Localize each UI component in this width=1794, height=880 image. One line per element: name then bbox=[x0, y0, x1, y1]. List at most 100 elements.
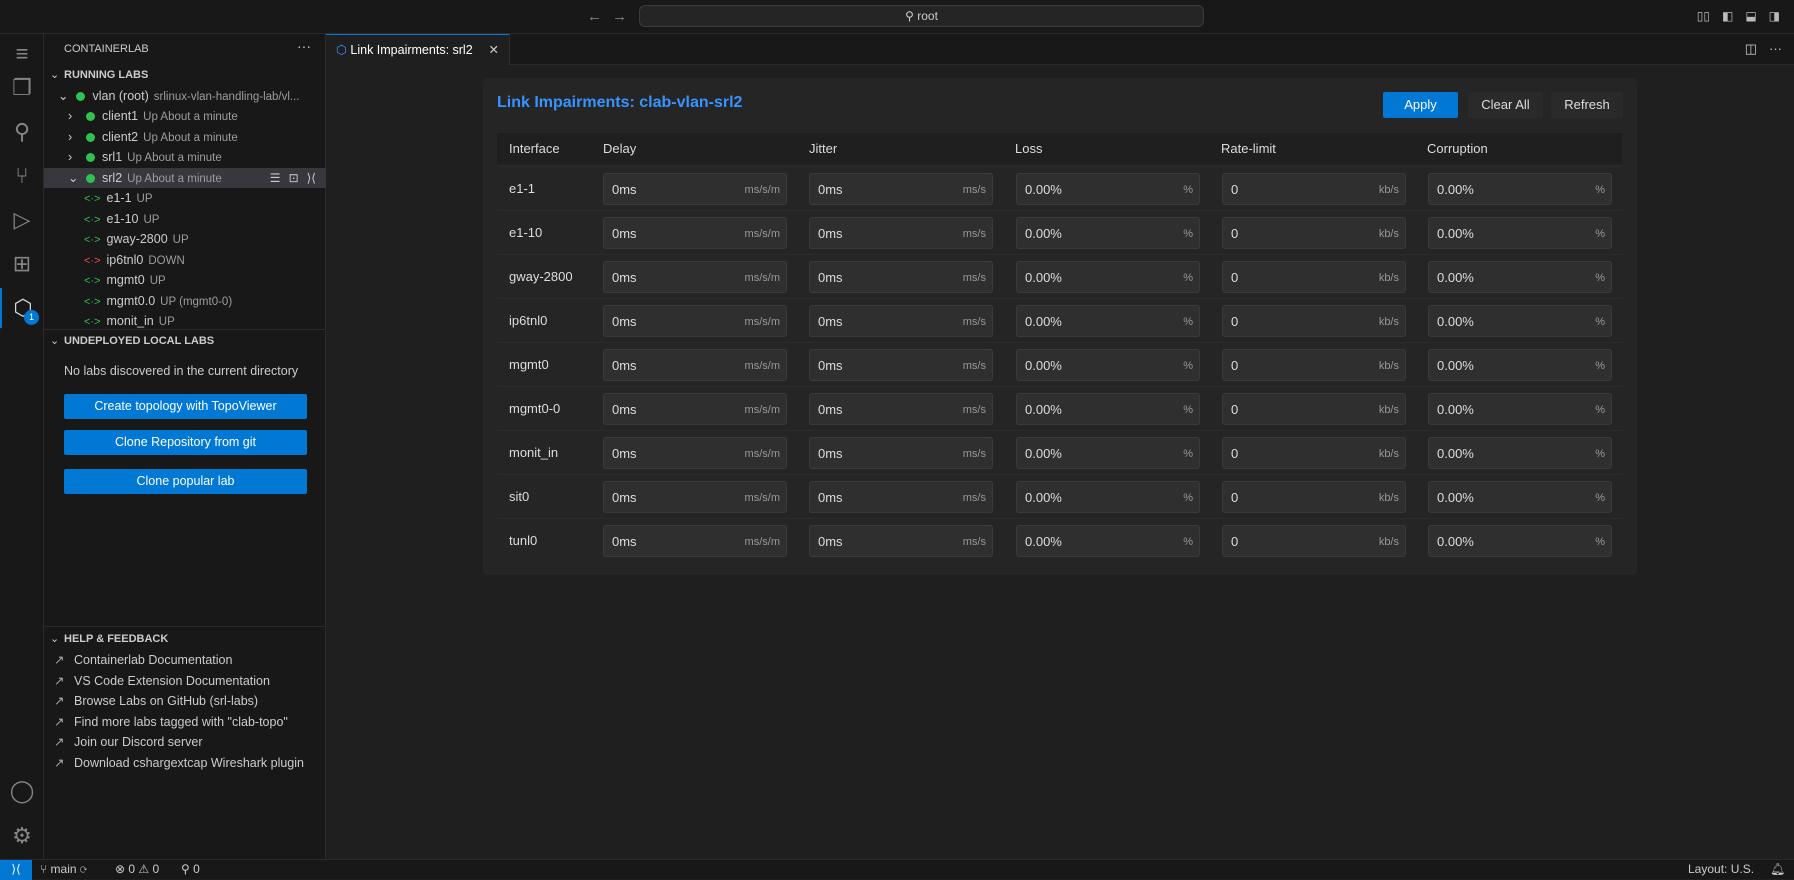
loss-input[interactable]: 0.00%% bbox=[1016, 173, 1200, 205]
customize-layout-icon[interactable]: ▯▯ bbox=[1696, 9, 1710, 23]
tab-link-impairments[interactable]: ⬡ Link Impairments: srl2 ✕ bbox=[326, 34, 510, 65]
branch-indicator[interactable]: ⑂ main ⟳ bbox=[40, 860, 87, 879]
jitter-input[interactable]: 0ms ms/s bbox=[809, 437, 993, 469]
jitter-input[interactable]: 0ms ms/s bbox=[809, 261, 993, 293]
explorer-icon[interactable]: ❐ bbox=[12, 75, 32, 100]
rate-input[interactable]: 0 kb/s bbox=[1222, 217, 1406, 249]
keyboard-layout[interactable]: Layout: U.S. bbox=[1688, 862, 1755, 876]
extensions-icon[interactable]: ⊞ bbox=[12, 251, 32, 276]
loss-input[interactable]: 0.00%% bbox=[1016, 349, 1200, 381]
close-icon[interactable]: ✕ bbox=[488, 43, 499, 57]
remote-indicator-icon[interactable]: ⟩⟨ bbox=[0, 860, 32, 880]
jitter-input[interactable]: 0ms ms/s bbox=[809, 173, 993, 205]
section-help-feedback[interactable]: ⌄ HELP & FEEDBACK bbox=[44, 629, 326, 649]
corruption-input[interactable]: 0.00%% bbox=[1428, 525, 1612, 557]
notifications-bell-icon[interactable]: 🔔︎ bbox=[1770, 862, 1786, 876]
more-actions-icon[interactable]: ··· bbox=[297, 38, 311, 54]
problems-indicator[interactable]: ⊗ 0 ⚠ 0 bbox=[115, 860, 159, 879]
delay-input[interactable]: 0ms ms/s/m bbox=[603, 349, 787, 381]
rate-input[interactable]: 0 kb/s bbox=[1222, 437, 1406, 469]
corruption-input[interactable]: 0.00%% bbox=[1428, 217, 1612, 249]
node-item[interactable]: › client1 Up About a minute bbox=[44, 106, 326, 127]
delay-input[interactable]: 0ms ms/s/m bbox=[603, 437, 787, 469]
rate-input[interactable]: 0 kb/s bbox=[1222, 173, 1406, 205]
ports-indicator[interactable]: ⚲ 0 bbox=[181, 860, 200, 879]
node-item[interactable]: › srl1 Up About a minute bbox=[44, 147, 326, 168]
interface-item[interactable]: <·> e1-1 UP bbox=[44, 188, 326, 209]
interface-item[interactable]: <·> mgmt0.0 UP (mgmt0-0) bbox=[44, 291, 326, 312]
split-editor-icon[interactable]: ◫ bbox=[1744, 41, 1757, 56]
help-link[interactable]: ↗ Browse Labs on GitHub (srl-labs) bbox=[54, 691, 258, 712]
corruption-input[interactable]: 0.00%% bbox=[1428, 261, 1612, 293]
forward-icon[interactable]: → bbox=[612, 8, 627, 25]
corruption-input[interactable]: 0.00%% bbox=[1428, 173, 1612, 205]
loss-input[interactable]: 0.00%% bbox=[1016, 525, 1200, 557]
loss-input[interactable]: 0.00%% bbox=[1016, 481, 1200, 513]
rate-input[interactable]: 0 kb/s bbox=[1222, 305, 1406, 337]
jitter-input[interactable]: 0ms ms/s bbox=[809, 481, 993, 513]
rate-input[interactable]: 0 kb/s bbox=[1222, 481, 1406, 513]
delay-input[interactable]: 0ms ms/s/m bbox=[603, 305, 787, 337]
loss-input[interactable]: 0.00%% bbox=[1016, 217, 1200, 249]
list-icon[interactable]: ☰ bbox=[269, 170, 281, 185]
delay-input[interactable]: 0ms ms/s/m bbox=[603, 525, 787, 557]
node-item[interactable]: › client2 Up About a minute bbox=[44, 127, 326, 148]
jitter-input[interactable]: 0ms ms/s bbox=[809, 349, 993, 381]
rate-input[interactable]: 0 kb/s bbox=[1222, 525, 1406, 557]
clone-repository-button[interactable]: Clone Repository from git bbox=[64, 430, 307, 455]
terminal-icon[interactable]: ⊡ bbox=[288, 170, 299, 185]
delay-input[interactable]: 0ms ms/s/m bbox=[603, 261, 787, 293]
menu-icon[interactable]: ≡ bbox=[15, 41, 29, 66]
search-icon[interactable]: ⚲ bbox=[13, 119, 31, 144]
source-control-icon[interactable]: ⑂ bbox=[15, 163, 29, 188]
delay-input[interactable]: 0ms ms/s/m bbox=[603, 481, 787, 513]
interface-item[interactable]: <·> gway-2800 UP bbox=[44, 229, 326, 250]
containerlab-icon[interactable]: ⬡ 1 bbox=[0, 288, 44, 328]
jitter-input[interactable]: 0ms ms/s bbox=[809, 305, 993, 337]
corruption-input[interactable]: 0.00%% bbox=[1428, 437, 1612, 469]
interface-item[interactable]: <·> ip6tnl0 DOWN bbox=[44, 250, 326, 271]
account-icon[interactable]: ◯ bbox=[9, 778, 35, 803]
corruption-input[interactable]: 0.00%% bbox=[1428, 393, 1612, 425]
loss-input[interactable]: 0.00%% bbox=[1016, 305, 1200, 337]
interface-item[interactable]: <·> monit_in UP bbox=[44, 311, 326, 332]
run-debug-icon[interactable]: ▷ bbox=[13, 207, 31, 232]
toggle-sidebar-icon[interactable]: ◧ bbox=[1721, 9, 1734, 23]
help-link[interactable]: ↗ Join our Discord server bbox=[54, 732, 203, 753]
apply-button[interactable]: Apply bbox=[1383, 92, 1458, 118]
loss-input[interactable]: 0.00%% bbox=[1016, 261, 1200, 293]
delay-input[interactable]: 0ms ms/s/m bbox=[603, 173, 787, 205]
section-undeployed-labs[interactable]: ⌄ UNDEPLOYED LOCAL LABS bbox=[44, 331, 326, 351]
toggle-secondary-sidebar-icon[interactable]: ◨ bbox=[1768, 9, 1780, 23]
delay-input[interactable]: 0ms ms/s/m bbox=[603, 393, 787, 425]
clear-all-button[interactable]: Clear All bbox=[1468, 92, 1543, 118]
refresh-button[interactable]: Refresh bbox=[1551, 92, 1623, 118]
jitter-input[interactable]: 0ms ms/s bbox=[809, 525, 993, 557]
toggle-panel-icon[interactable]: ⬓ bbox=[1745, 9, 1757, 23]
section-running-labs[interactable]: ⌄ RUNNING LABS bbox=[44, 65, 326, 85]
lab-item[interactable]: ⌄ vlan (root) srlinux-vlan-handling-lab/vl… bbox=[44, 86, 326, 107]
ssh-icon[interactable]: ⟩⟨ bbox=[306, 170, 316, 185]
command-center-search[interactable]: ⚲ root bbox=[639, 5, 1204, 27]
clone-popular-lab-button[interactable]: Clone popular lab bbox=[64, 469, 307, 494]
more-actions-icon[interactable]: ··· bbox=[1769, 41, 1782, 56]
help-link[interactable]: ↗ Containerlab Documentation bbox=[54, 650, 232, 671]
jitter-input[interactable]: 0ms ms/s bbox=[809, 217, 993, 249]
node-item[interactable]: ⌄ srl2 Up About a minute ☰ ⊡ ⟩⟨ bbox=[44, 167, 326, 188]
delay-input[interactable]: 0ms ms/s/m bbox=[603, 217, 787, 249]
rate-input[interactable]: 0 kb/s bbox=[1222, 393, 1406, 425]
settings-gear-icon[interactable]: ⚙ bbox=[12, 823, 32, 848]
loss-input[interactable]: 0.00%% bbox=[1016, 393, 1200, 425]
corruption-input[interactable]: 0.00%% bbox=[1428, 349, 1612, 381]
help-link[interactable]: ↗ VS Code Extension Documentation bbox=[54, 671, 270, 692]
corruption-input[interactable]: 0.00%% bbox=[1428, 481, 1612, 513]
rate-input[interactable]: 0 kb/s bbox=[1222, 349, 1406, 381]
create-topology-button[interactable]: Create topology with TopoViewer bbox=[64, 394, 307, 419]
jitter-input[interactable]: 0ms ms/s bbox=[809, 393, 993, 425]
interface-item[interactable]: <·> e1-10 UP bbox=[44, 209, 326, 230]
help-link[interactable]: ↗ Download cshargextcap Wireshark plugin bbox=[54, 753, 304, 774]
corruption-input[interactable]: 0.00%% bbox=[1428, 305, 1612, 337]
help-link[interactable]: ↗ Find more labs tagged with "clab-topo" bbox=[54, 712, 288, 733]
loss-input[interactable]: 0.00%% bbox=[1016, 437, 1200, 469]
interface-item[interactable]: <·> mgmt0 UP bbox=[44, 270, 326, 291]
